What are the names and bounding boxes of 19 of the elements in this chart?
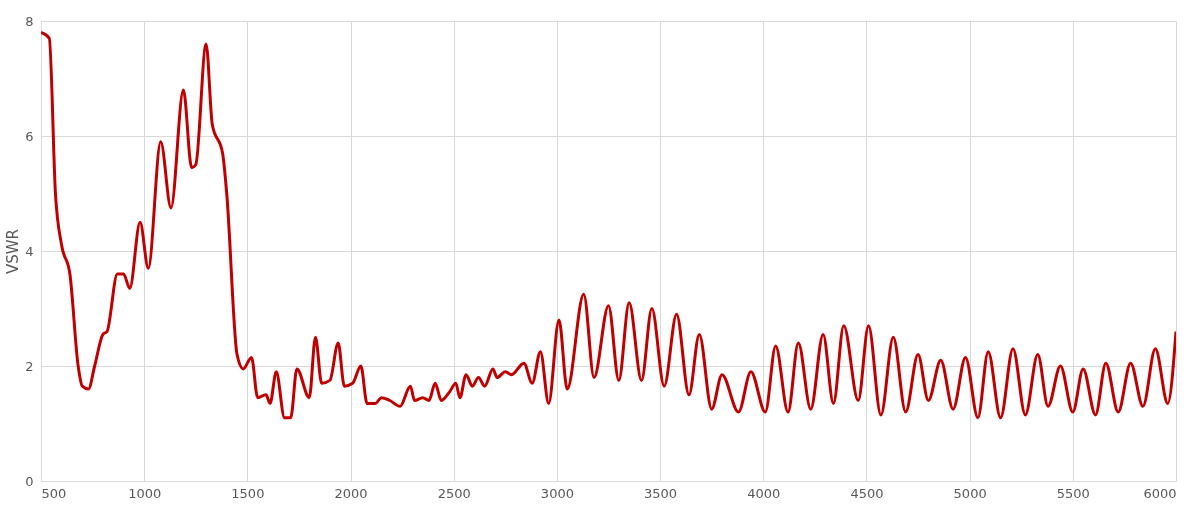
x-tick-label: 1000 (128, 485, 162, 501)
x-tick-label: 500 (41, 485, 67, 501)
y-tick-label: 8 (25, 13, 34, 29)
x-tick-label: 5000 (953, 485, 987, 501)
y-tick-label: 4 (25, 243, 34, 259)
y-tick-label: 2 (25, 358, 34, 374)
x-tick-label: 4000 (747, 485, 781, 501)
x-tick-label: 4500 (850, 485, 884, 501)
x-tick-label: 5500 (1056, 485, 1090, 501)
y-tick-label: 6 (25, 128, 34, 144)
x-tick-label: 3500 (644, 485, 678, 501)
y-tick-label: 0 (25, 473, 34, 489)
x-tick-label: 6000 (1143, 485, 1177, 501)
x-tick-label: 1500 (231, 485, 265, 501)
x-tick-label: 2500 (437, 485, 471, 501)
line-series (41, 31, 1176, 420)
x-tick-label: 3000 (540, 485, 574, 501)
y-axis-title: VSWR (4, 228, 23, 275)
x-tick-label: 2000 (334, 485, 368, 501)
